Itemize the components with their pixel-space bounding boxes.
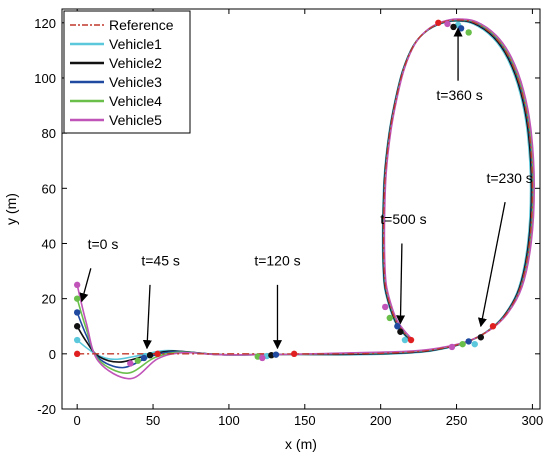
marker-vehicle4	[73, 295, 81, 302]
legend-label: Vehicle3	[109, 74, 162, 90]
legend: Reference Vehicle1 Vehicle2 Vehicle3 Vehicle…	[63, 10, 191, 134]
y-tick-label: 0	[49, 347, 56, 362]
x-tick-label: 300	[522, 413, 544, 428]
marker-vehicle5	[127, 360, 134, 367]
plot-frame	[61, 8, 541, 410]
plot-markers	[73, 19, 497, 367]
y-tick-label: 20	[42, 292, 56, 307]
marker-vehicle1	[471, 340, 478, 348]
legend-label: Vehicle4	[109, 93, 162, 109]
marker-vehicle1	[401, 336, 409, 344]
marker-vehicle2	[477, 334, 485, 341]
y-tick-label: 60	[42, 181, 56, 196]
y-axis-label: y (m)	[3, 193, 19, 225]
y-tick-label: -20	[37, 402, 56, 417]
legend-box	[63, 10, 191, 134]
y-tick-label: 40	[42, 236, 56, 251]
plot-lines	[76, 18, 536, 380]
marker-reference	[435, 19, 442, 26]
annotation-label: t=120 s	[254, 253, 300, 269]
marker-vehicle2	[73, 323, 81, 330]
marker-reference	[154, 350, 161, 358]
y-tick-label: 120	[34, 16, 56, 31]
x-tick-label: 150	[294, 413, 316, 428]
marker-vehicle3	[457, 25, 465, 32]
marker-vehicle3	[140, 354, 148, 362]
y-tick-label: 100	[34, 71, 56, 86]
marker-vehicle5	[444, 20, 451, 28]
legend-label: Vehicle1	[109, 36, 162, 52]
x-axis-label: x (m)	[285, 436, 317, 452]
x-tick-label: 250	[446, 413, 468, 428]
marker-vehicle2	[450, 23, 457, 31]
annotation-label: t=230 s	[486, 170, 532, 186]
marker-vehicle1	[73, 336, 81, 344]
marker-reference	[290, 350, 298, 358]
annotation-arrow	[395, 243, 406, 325]
annotation-label: t=0 s	[88, 236, 119, 252]
marker-vehicle5	[73, 281, 81, 289]
marker-vehicle4	[134, 357, 142, 364]
annotation-label: t=45 s	[141, 253, 180, 269]
marker-vehicle2	[146, 352, 154, 359]
legend-label: Vehicle5	[109, 112, 162, 128]
marker-reference	[73, 350, 81, 358]
marker-vehicle3	[465, 338, 472, 345]
annotation-label: t=500 s	[380, 211, 426, 227]
annotation-arrow	[142, 284, 152, 350]
annotation-arrow	[79, 268, 92, 303]
marker-vehicle5	[448, 343, 456, 351]
axes: 0 50 100 150 200 250 300 -20 0 20 40 60 80 100 120	[34, 9, 543, 428]
annotation-arrow	[477, 201, 506, 328]
annotations: t=0 s t=45 s t=120 s t=230 s t=500 s t=360 s	[79, 27, 533, 350]
series-line-vehicle5	[76, 18, 536, 380]
x-tick-label: 100	[218, 413, 240, 428]
marker-vehicle2	[397, 328, 404, 335]
legend-label: Reference	[109, 17, 174, 33]
x-tick-label: 50	[146, 413, 160, 428]
marker-vehicle5	[259, 354, 266, 362]
marker-vehicle5	[382, 303, 389, 311]
reference-line	[77, 19, 534, 355]
marker-vehicle3	[394, 323, 401, 330]
annotation-label: t=360 s	[436, 87, 482, 103]
marker-vehicle4	[386, 314, 393, 322]
x-tick-label: 200	[370, 413, 392, 428]
x-tick-label: 0	[74, 413, 81, 428]
marker-vehicle3	[272, 351, 280, 358]
marker-vehicle3	[73, 309, 81, 316]
marker-vehicle4	[465, 29, 472, 36]
legend-label: Vehicle2	[109, 55, 162, 71]
y-tick-label: 80	[42, 126, 56, 141]
marker-reference	[407, 336, 415, 344]
marker-reference	[489, 323, 497, 330]
marker-vehicle4	[459, 340, 466, 348]
